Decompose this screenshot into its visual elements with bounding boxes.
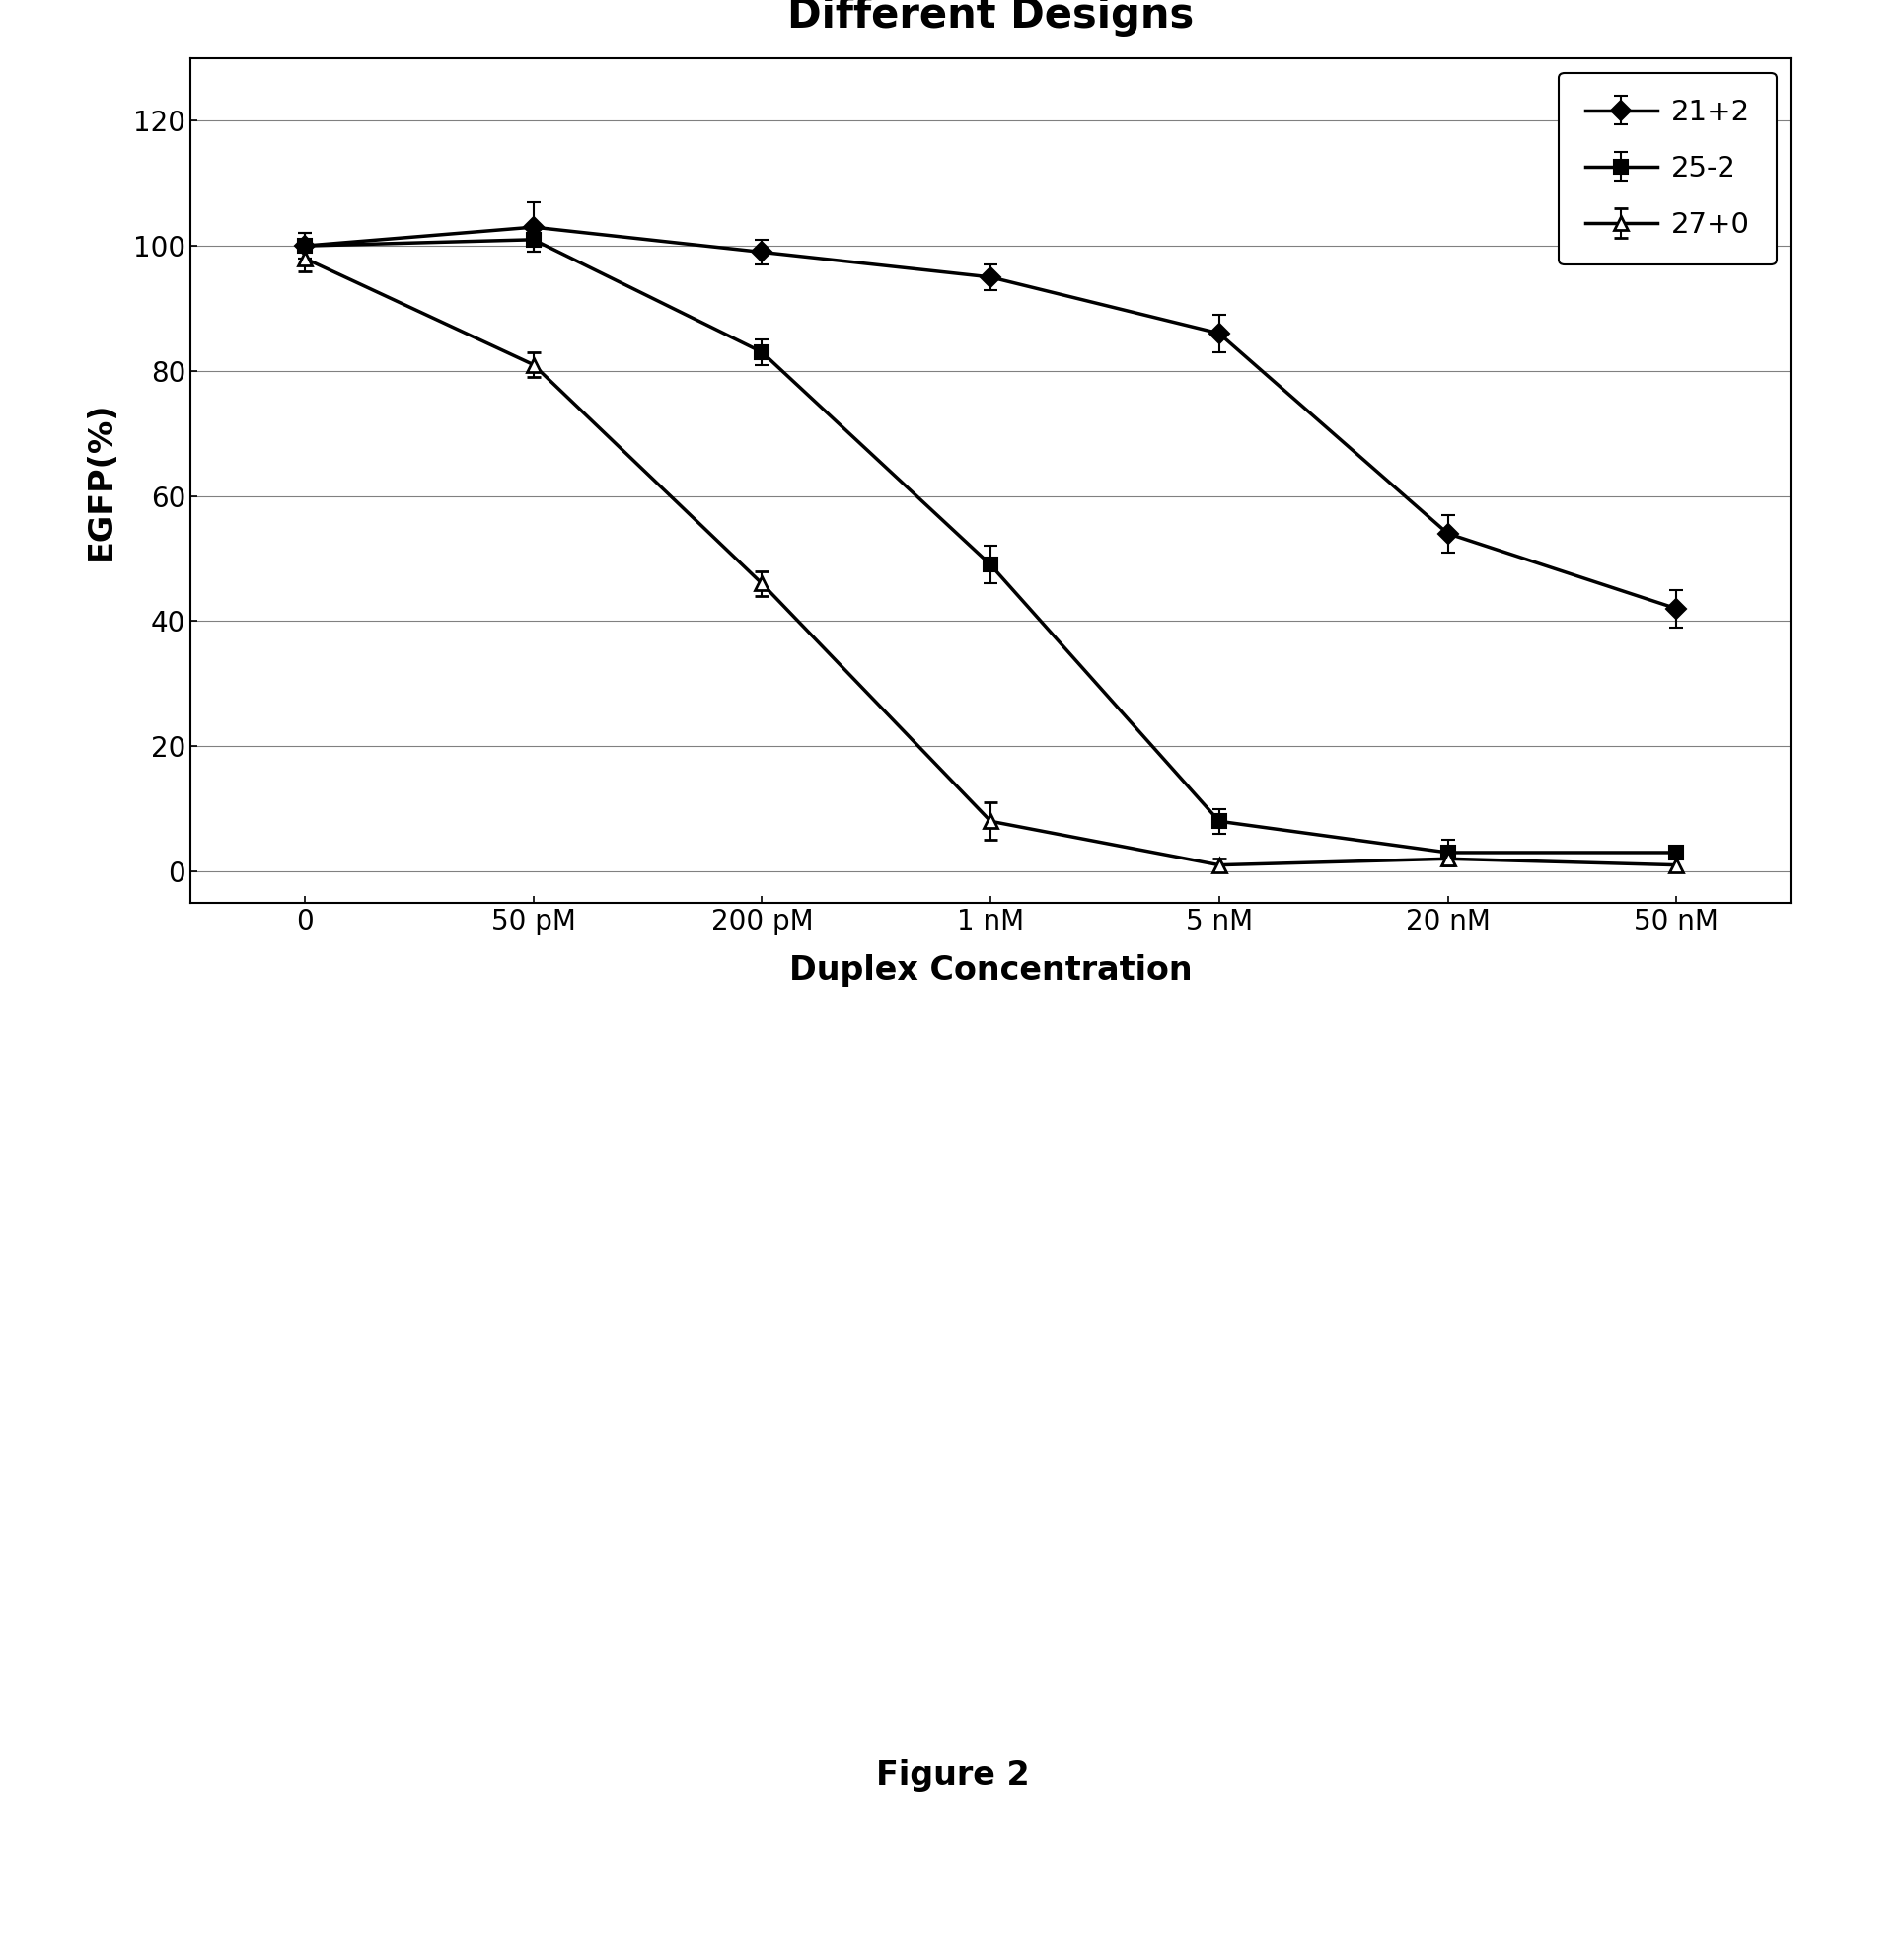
Legend: 21+2, 25-2, 27+0: 21+2, 25-2, 27+0: [1557, 72, 1775, 264]
Y-axis label: EGFP(%): EGFP(%): [84, 400, 116, 561]
Title: Dose Response Curves for Duplexes of
Different Designs: Dose Response Curves for Duplexes of Dif…: [543, 0, 1438, 37]
X-axis label: Duplex Concentration: Duplex Concentration: [788, 955, 1192, 986]
Text: Figure 2: Figure 2: [876, 1760, 1028, 1792]
